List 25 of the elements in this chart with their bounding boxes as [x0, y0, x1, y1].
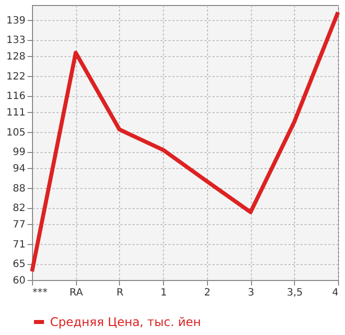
- x-tick-label: 2: [204, 288, 211, 298]
- x-tick-label: 4: [332, 288, 338, 298]
- x-tick-label: 3: [248, 288, 254, 298]
- y-tick-label: 139: [6, 15, 26, 26]
- x-tick-label: ***: [32, 288, 48, 298]
- y-tick-label: 82: [12, 203, 26, 214]
- x-tick-label: 1: [160, 288, 167, 298]
- x-tick-label: 3,5: [286, 288, 303, 298]
- y-tick-label: 128: [6, 52, 26, 63]
- x-tick-label: RA: [70, 288, 84, 298]
- y-tick-label: 99: [12, 147, 26, 158]
- y-tick-label: 77: [12, 220, 26, 231]
- y-tick-label: 105: [6, 127, 26, 138]
- x-tick-label: R: [116, 288, 124, 298]
- line-series: [30, 10, 340, 274]
- legend-label: Средняя Цена, тыс. йен: [50, 315, 202, 329]
- y-tick-label: 71: [12, 239, 26, 250]
- y-tick-label: 88: [12, 183, 26, 194]
- y-tick-label: 94: [12, 164, 26, 175]
- y-tick-label: 122: [6, 71, 26, 82]
- y-tick-label: 133: [6, 35, 26, 46]
- y-tick-label: 60: [12, 276, 26, 286]
- y-tick-label: 116: [6, 91, 26, 102]
- y-tick-label: 65: [12, 259, 26, 270]
- y-tick-label: 111: [6, 108, 26, 119]
